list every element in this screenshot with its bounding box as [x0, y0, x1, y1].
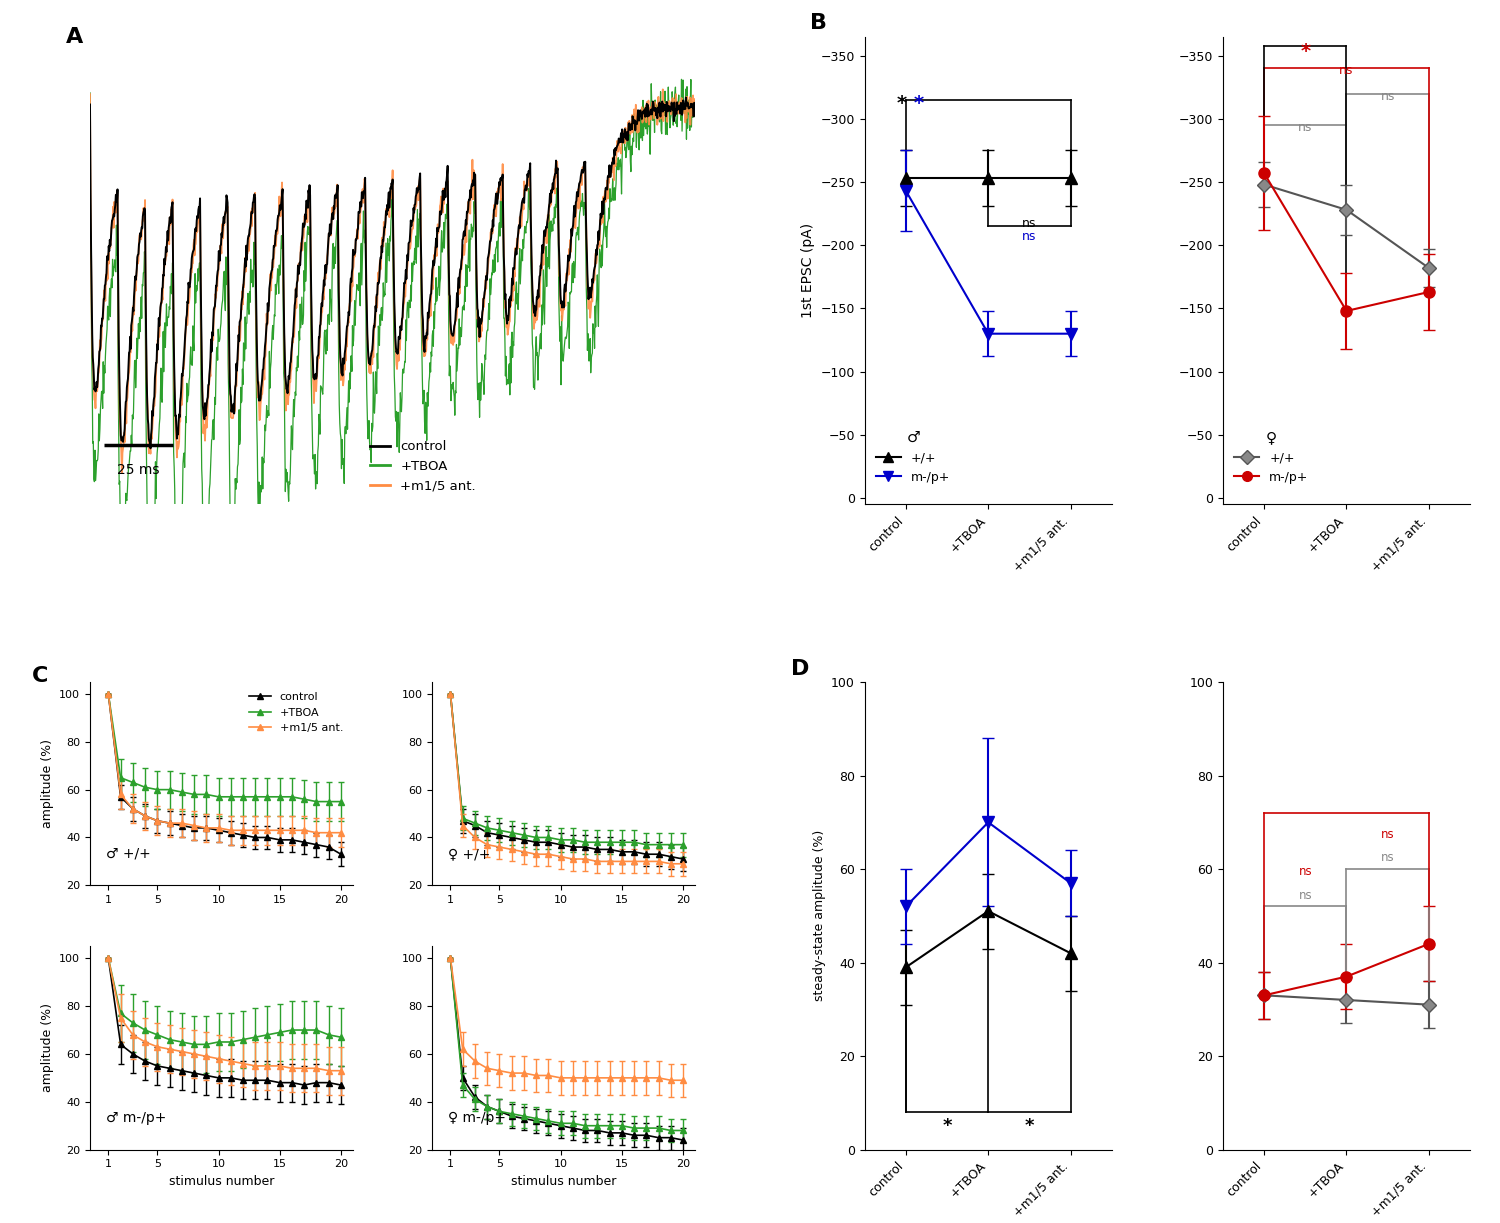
Text: ♂ +/+: ♂ +/+ [106, 846, 150, 861]
Y-axis label: 1st EPSC (pA): 1st EPSC (pA) [801, 223, 814, 318]
Text: C: C [32, 665, 48, 686]
Text: ns: ns [1022, 230, 1036, 242]
Text: A: A [66, 27, 82, 48]
Text: ns: ns [1382, 851, 1395, 865]
X-axis label: stimulus number: stimulus number [512, 1175, 616, 1188]
Text: ns: ns [1380, 89, 1395, 103]
Legend: +/+, m-/p+: +/+, m-/p+ [871, 426, 956, 489]
Text: *: * [897, 94, 908, 113]
Text: ns: ns [1298, 121, 1312, 135]
Text: ns: ns [1299, 889, 1312, 901]
Text: *: * [914, 94, 924, 113]
Text: ♀ m-/p+: ♀ m-/p+ [448, 1112, 506, 1125]
Text: ns: ns [1382, 828, 1395, 841]
Text: ♂ m-/p+: ♂ m-/p+ [106, 1112, 166, 1125]
Text: *: * [1300, 42, 1311, 61]
Legend: control, +TBOA, +m1/5 ant.: control, +TBOA, +m1/5 ant. [244, 687, 348, 737]
Legend: +/+, m-/p+: +/+, m-/p+ [1228, 426, 1314, 489]
X-axis label: stimulus number: stimulus number [170, 1175, 274, 1188]
Text: D: D [790, 659, 808, 679]
Y-axis label: amplitude (%): amplitude (%) [40, 1003, 54, 1092]
Text: ns: ns [1022, 216, 1036, 230]
Text: ns: ns [1299, 866, 1312, 878]
Legend: control, +TBOA, +m1/5 ant.: control, +TBOA, +m1/5 ant. [364, 435, 482, 498]
Text: 25 ms: 25 ms [117, 464, 159, 477]
Text: *: * [1024, 1117, 1033, 1135]
Y-axis label: steady-state amplitude (%): steady-state amplitude (%) [813, 830, 825, 1002]
Y-axis label: amplitude (%): amplitude (%) [40, 739, 54, 828]
Text: *: * [942, 1117, 952, 1135]
Text: ns: ns [1340, 65, 1353, 77]
Text: B: B [810, 13, 828, 33]
Text: ♀ +/+: ♀ +/+ [448, 846, 491, 861]
